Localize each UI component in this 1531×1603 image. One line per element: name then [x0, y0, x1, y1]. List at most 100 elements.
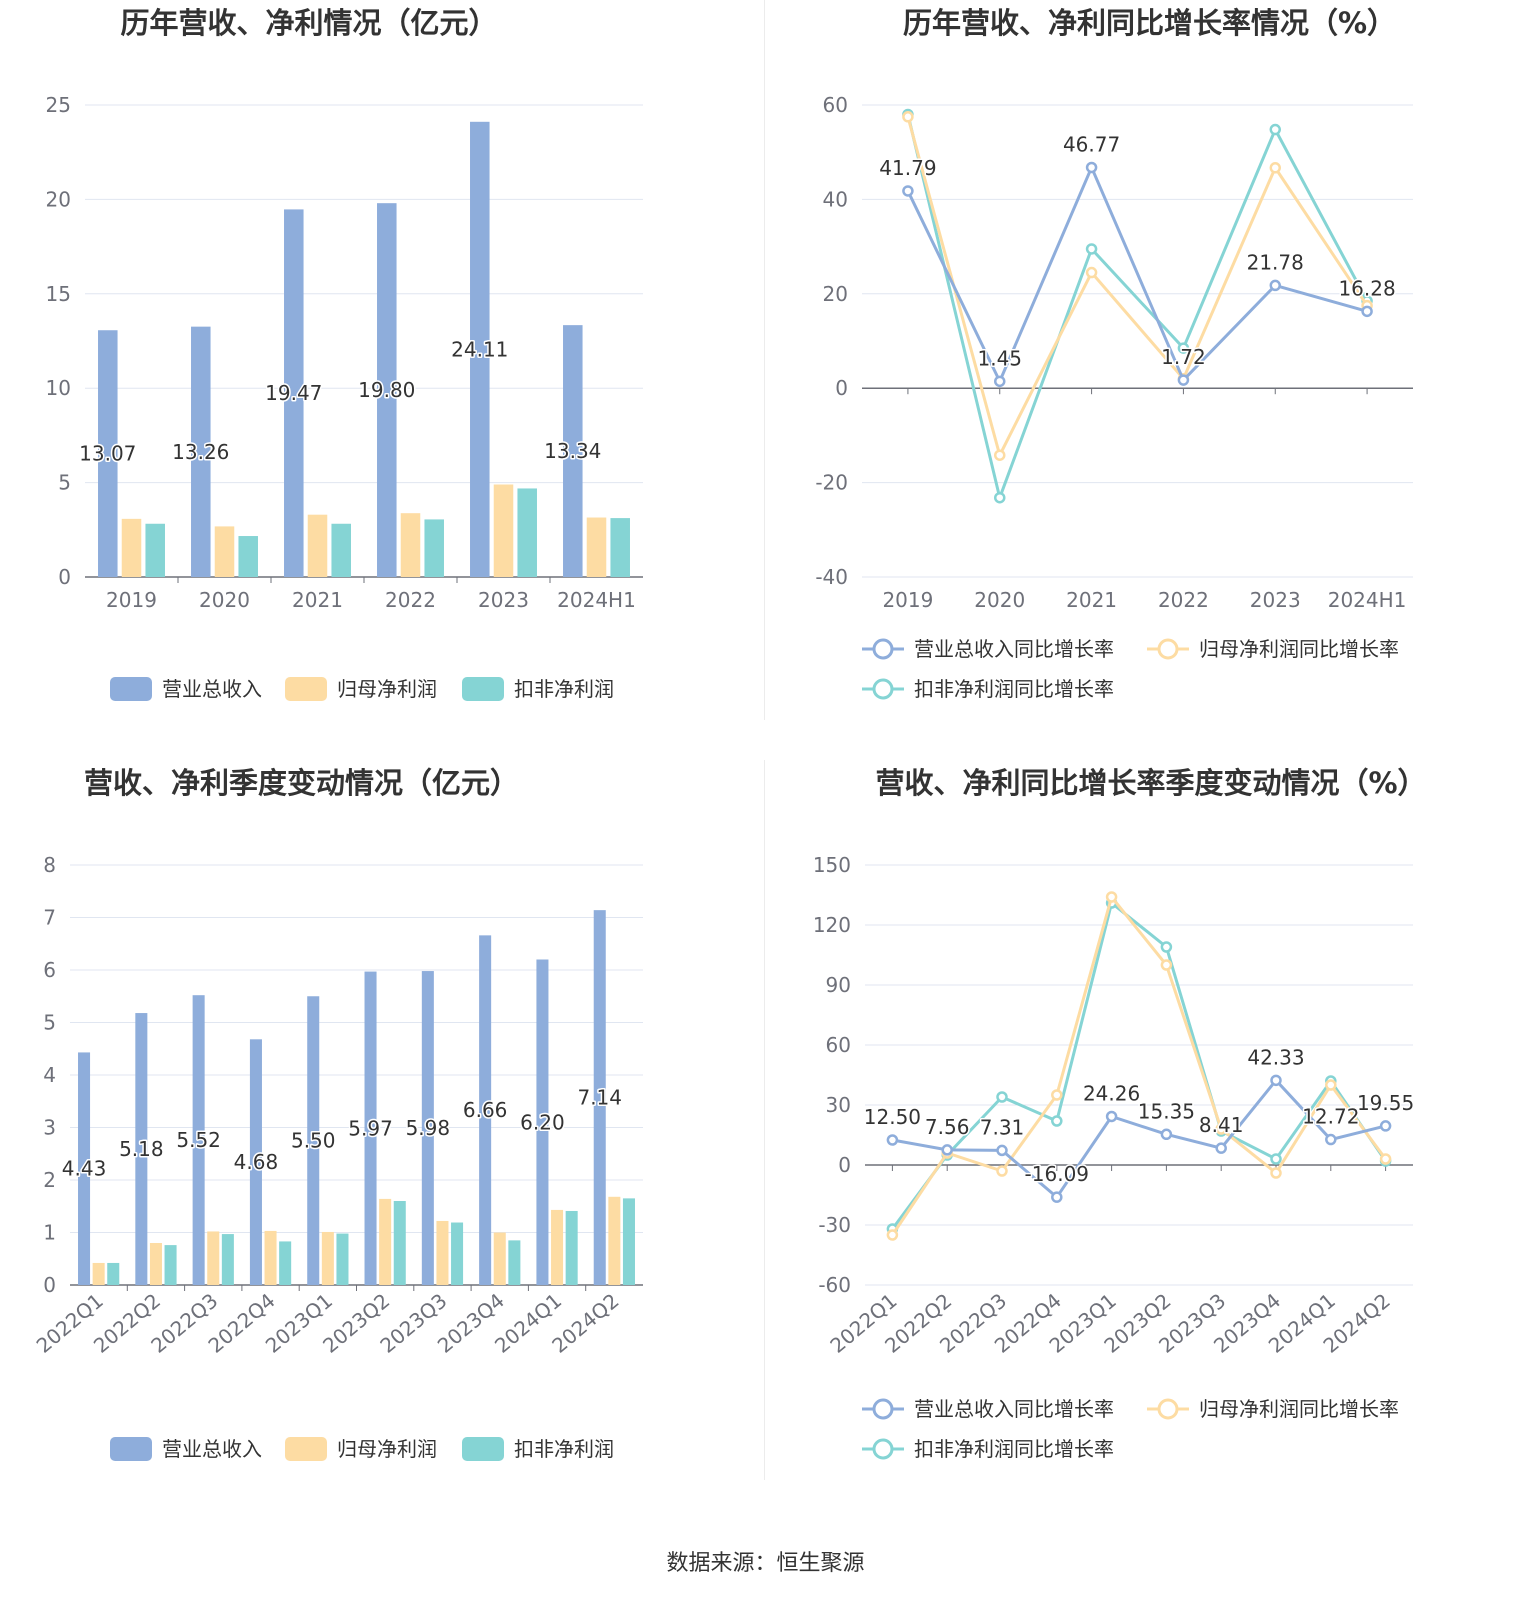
- bar-deducted-profit: [508, 1240, 521, 1285]
- line-data-label: 41.79: [879, 156, 936, 180]
- series-point: [1177, 374, 1190, 386]
- bar-revenue: [479, 935, 492, 1285]
- y-tick-label: 150: [813, 853, 851, 877]
- bar-revenue: [78, 1052, 91, 1285]
- series-point: [1105, 891, 1118, 903]
- y-tick-label: 7: [43, 906, 56, 930]
- legend-label: 营业总收入: [162, 677, 262, 701]
- bar-data-label: 13.07: [79, 442, 136, 466]
- legend-label: 营业总收入同比增长率: [914, 637, 1114, 661]
- legend-swatch: [110, 677, 152, 701]
- series-line-revenue: [906, 163, 1368, 385]
- legend-item[interactable]: 扣非净利润同比增长率: [862, 1437, 1114, 1461]
- legend-item[interactable]: 归母净利润同比增长率: [1147, 1397, 1399, 1421]
- quarterly-amount-chart: 营收、净利季度变动情况（亿元） 0 1 2 3 4 5 6 7 8 2022Q1 2022Q2 2022…: [0, 760, 765, 1500]
- bar-revenue: [377, 203, 397, 577]
- bar-data-label: 5.97: [348, 1116, 393, 1140]
- legend-item[interactable]: 扣非净利润: [462, 677, 614, 701]
- series-point: [1361, 305, 1373, 318]
- legend-item[interactable]: 营业总收入: [110, 677, 262, 701]
- line-data-label: 19.55: [1357, 1091, 1414, 1115]
- legend-label: 扣非净利润: [514, 677, 614, 701]
- bar-data-label: 13.26: [172, 440, 229, 464]
- series-point: [996, 1091, 1008, 1103]
- y-tick-label: 6: [43, 958, 56, 982]
- series-point: [1270, 1167, 1282, 1179]
- legend-swatch: [462, 677, 504, 701]
- legend-marker: [872, 1438, 894, 1460]
- legend-item[interactable]: 归母净利润: [285, 677, 437, 701]
- vertical-divider-bottom: [764, 760, 765, 1480]
- series-point: [996, 1165, 1008, 1177]
- y-tick-label: 15: [46, 282, 71, 306]
- bar-net-profit: [379, 1198, 392, 1285]
- legend-swatch: [462, 1437, 504, 1461]
- series-point: [902, 185, 914, 197]
- series-point: [1269, 123, 1281, 136]
- y-tick-label: 5: [58, 471, 71, 495]
- legend-item[interactable]: 营业总收入: [110, 1437, 262, 1461]
- bar-data-label: 5.50: [291, 1129, 336, 1153]
- bar-net-profit: [121, 518, 142, 577]
- x-tick-label: 2019: [882, 588, 933, 612]
- line-data-label: 7.56: [925, 1115, 970, 1139]
- line-data-label: -16.09: [1025, 1162, 1089, 1186]
- bar-deducted-profit: [451, 1222, 464, 1285]
- y-tick-label: 4: [43, 1063, 56, 1087]
- bar-deducted-profit: [424, 519, 444, 577]
- x-tick-label: 2024H1: [1328, 588, 1407, 612]
- legend-label: 归母净利润: [337, 1437, 437, 1461]
- x-tick-label: 2023: [478, 588, 529, 612]
- vertical-divider-top: [764, 0, 765, 720]
- bar-revenue: [593, 910, 606, 1285]
- series-line-deducted-profit: [891, 900, 1387, 1230]
- series-point: [1051, 1191, 1063, 1203]
- bar-revenue: [470, 121, 490, 578]
- line-data-label: 21.78: [1247, 250, 1304, 274]
- y-tick-label: -60: [818, 1273, 851, 1297]
- bar-data-label: 13.34: [544, 439, 601, 463]
- legend-item[interactable]: 扣非净利润同比增长率: [862, 677, 1114, 701]
- legend-marker: [872, 678, 894, 700]
- bar-deducted-profit: [393, 1201, 406, 1285]
- legend-marker: [1157, 1398, 1179, 1420]
- legend-item[interactable]: 扣非净利润: [462, 1437, 614, 1461]
- quarterly-growth-chart: 营收、净利同比增长率季度变动情况（%） -60 -30 0 30 60 90 120 150 20…: [765, 760, 1531, 1500]
- y-tick-label: 0: [43, 1273, 56, 1297]
- series-point: [1379, 1153, 1392, 1165]
- bar-data-label: 19.80: [358, 378, 415, 402]
- x-tick-label: 2022: [1158, 588, 1209, 612]
- legend-swatch: [285, 677, 327, 701]
- bar-data-label: 5.52: [176, 1128, 221, 1152]
- legend-item[interactable]: 营业总收入同比增长率: [862, 637, 1114, 661]
- series-point: [1085, 243, 1098, 255]
- bar-data-label: 4.68: [234, 1150, 279, 1174]
- legend-label: 扣非净利润: [514, 1437, 614, 1461]
- bar-data-label: 4.43: [62, 1157, 107, 1181]
- y-tick-label: 0: [835, 376, 848, 400]
- chart-title: 营收、净利季度变动情况（亿元）: [84, 766, 519, 800]
- bar-net-profit: [551, 1209, 564, 1285]
- series-point: [1269, 162, 1281, 174]
- series-point: [886, 1229, 899, 1241]
- series-line-net-profit: [891, 893, 1387, 1236]
- bar-data-label: 5.98: [406, 1116, 451, 1140]
- line-data-label: 46.77: [1063, 132, 1120, 156]
- legend-label: 归母净利润: [337, 677, 437, 701]
- bar-data-label: 5.18: [119, 1137, 164, 1161]
- series-point: [994, 449, 1006, 461]
- bar-data-label: 7.14: [577, 1086, 622, 1110]
- series-line-revenue: [892, 1078, 1386, 1200]
- annual-growth-chart: 历年营收、净利同比增长率情况（%） -40 -20 0 20 40 60 2019 2020 20…: [765, 0, 1531, 740]
- x-tick-label: 2019: [106, 588, 157, 612]
- x-tick-label: 2023: [1250, 588, 1301, 612]
- line-data-label: 7.31: [980, 1115, 1025, 1139]
- series-point: [996, 1144, 1008, 1157]
- legend-item[interactable]: 归母净利润: [285, 1437, 437, 1461]
- legend-item[interactable]: 归母净利润同比增长率: [1147, 637, 1399, 661]
- legend-item[interactable]: 营业总收入同比增长率: [862, 1397, 1114, 1421]
- y-tick-label: 8: [43, 853, 56, 877]
- series-point: [994, 491, 1006, 504]
- series-point: [1270, 1074, 1282, 1087]
- chart-title: 营收、净利同比增长率季度变动情况（%）: [875, 766, 1426, 800]
